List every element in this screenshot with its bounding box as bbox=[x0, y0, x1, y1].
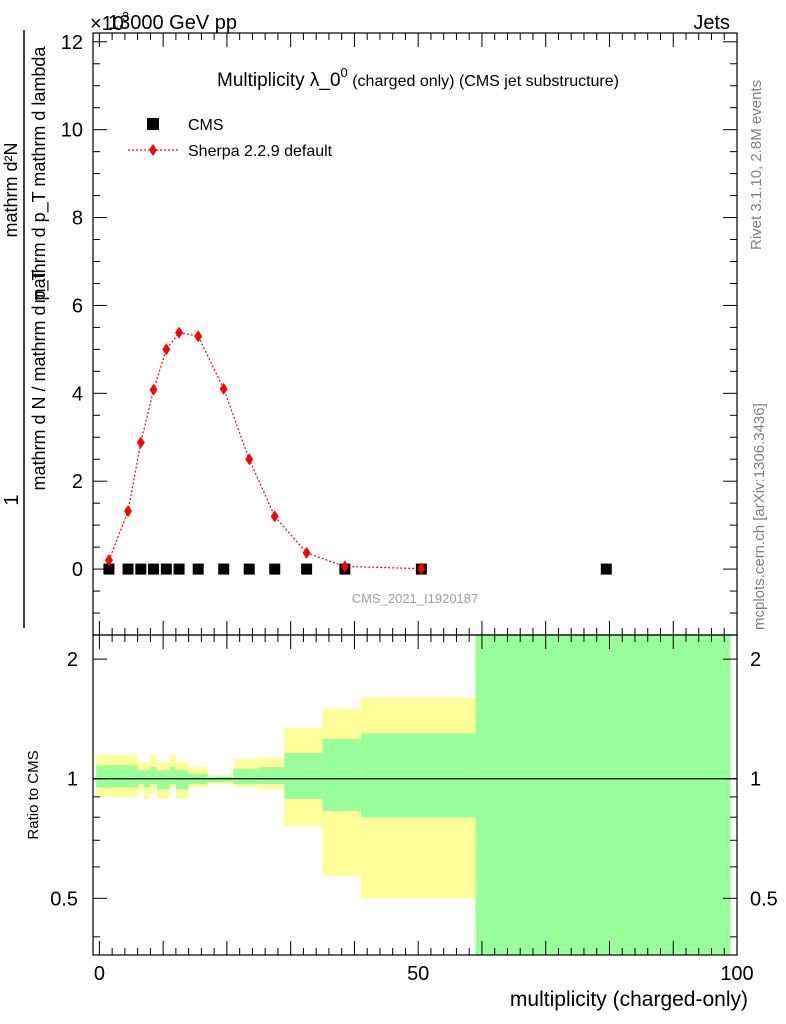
legend-sherpa-marker bbox=[149, 144, 157, 156]
sherpa-point-9 bbox=[270, 510, 279, 523]
ratio-band-green-3 bbox=[150, 767, 157, 784]
cms-point-4 bbox=[160, 563, 172, 575]
ratio-band-green-12 bbox=[322, 738, 361, 811]
chart-title-text: Multiplicity λ_00 (charged only) (CMS je… bbox=[217, 65, 619, 91]
cms-point-13 bbox=[600, 563, 612, 575]
energy-label: 13000 GeV pp bbox=[108, 12, 237, 34]
mcplots-label: mcplots.cern.ch [arXiv:1306.3436] bbox=[751, 403, 768, 630]
main-ytick-label: 2 bbox=[72, 471, 83, 493]
cms-point-1 bbox=[122, 563, 134, 575]
ratio-band-green-6 bbox=[175, 770, 189, 790]
analysis-watermark: CMS_2021_I1920187 bbox=[352, 591, 479, 606]
exponent-label: ×10 bbox=[90, 13, 124, 35]
main-ytick-label: 12 bbox=[61, 32, 83, 54]
ratio-ytick-label-left: 0.5 bbox=[50, 888, 78, 910]
ratio-xtick-label: 50 bbox=[407, 963, 429, 985]
ratio-xtick-label: 100 bbox=[720, 963, 753, 985]
legend-cms-label: CMS bbox=[188, 117, 224, 134]
x-axis-label: multiplicity (charged-only) bbox=[510, 988, 748, 1011]
process-label: Jets bbox=[693, 12, 730, 34]
sherpa-line bbox=[108, 332, 422, 570]
cms-point-8 bbox=[243, 563, 255, 575]
cms-point-3 bbox=[148, 563, 160, 575]
sherpa-point-10 bbox=[302, 546, 311, 559]
ratio-band-green-4 bbox=[156, 770, 170, 790]
chart-title: Multiplicity λ_00 (charged only) (CMS je… bbox=[217, 65, 619, 91]
ratio-ytick-label-right: 0.5 bbox=[750, 888, 778, 910]
exponent-power: 3 bbox=[122, 9, 129, 24]
ratio-band-green-11 bbox=[284, 753, 323, 799]
cms-point-10 bbox=[301, 563, 313, 575]
ratio-band-green-13 bbox=[360, 733, 476, 818]
ratio-xtick-label: 0 bbox=[94, 963, 105, 985]
legend-sherpa-label: Sherpa 2.2.9 default bbox=[188, 143, 333, 160]
ratio-y-axis-label: Ratio to CMS bbox=[25, 750, 42, 839]
sherpa-point-2 bbox=[136, 436, 145, 449]
ratio-ytick-label-right: 1 bbox=[750, 769, 761, 791]
legend: CMS Sherpa 2.2.9 default bbox=[128, 117, 333, 160]
cms-point-0 bbox=[103, 563, 115, 575]
ylabel-prefix-numerator: 1 bbox=[1, 494, 23, 505]
sherpa-point-6 bbox=[194, 330, 203, 343]
main-ytick-label: 0 bbox=[72, 559, 83, 581]
main-y-axis-label: 1 mathrm d N / mathrm d p_T mathrm d²N m… bbox=[1, 30, 50, 628]
main-ytick-label: 6 bbox=[72, 295, 83, 317]
ylabel-prefix-denominator: mathrm d N / mathrm d p_T bbox=[29, 269, 50, 490]
cms-point-6 bbox=[192, 563, 204, 575]
sherpa-point-0 bbox=[104, 554, 113, 567]
legend-cms-marker bbox=[147, 118, 159, 130]
ratio-band-green-5 bbox=[169, 767, 176, 784]
main-ytick-label: 4 bbox=[72, 383, 83, 405]
main-ytick-label: 10 bbox=[61, 120, 83, 142]
main-series bbox=[103, 326, 612, 575]
ratio-band-green-0 bbox=[96, 765, 138, 788]
sherpa-point-7 bbox=[219, 382, 228, 395]
sherpa-point-11 bbox=[340, 560, 349, 573]
sherpa-point-4 bbox=[162, 343, 171, 356]
ratio-band-green-10 bbox=[258, 767, 285, 784]
ratio-frame bbox=[92, 634, 738, 956]
ratio-band-green-14 bbox=[475, 635, 731, 955]
main-ytick-label: 8 bbox=[72, 208, 83, 230]
cms-point-2 bbox=[135, 563, 147, 575]
ratio-ytick-label-left: 2 bbox=[67, 649, 78, 671]
ylabel-numerator: mathrm d²N bbox=[1, 142, 21, 237]
sherpa-point-8 bbox=[245, 453, 254, 466]
ratio-bands bbox=[96, 635, 731, 955]
sherpa-point-1 bbox=[124, 505, 133, 518]
ratio-ytick-label-right: 2 bbox=[750, 649, 761, 671]
ratio-band-green-1 bbox=[137, 770, 145, 784]
cms-point-7 bbox=[218, 563, 230, 575]
ratio-ytick-label-left: 1 bbox=[67, 769, 78, 791]
ratio-band-green-8 bbox=[207, 776, 234, 783]
ratio-band-green-9 bbox=[233, 768, 259, 784]
sherpa-point-5 bbox=[175, 326, 184, 339]
cms-point-5 bbox=[173, 563, 185, 575]
rivet-version-label: Rivet 3.1.10, 2.8M events bbox=[748, 80, 765, 250]
sherpa-point-3 bbox=[149, 383, 158, 396]
ylabel-denominator: mathrm d p_T mathrm d lambda bbox=[29, 46, 50, 304]
sherpa-point-12 bbox=[417, 562, 426, 575]
cms-point-9 bbox=[269, 563, 281, 575]
